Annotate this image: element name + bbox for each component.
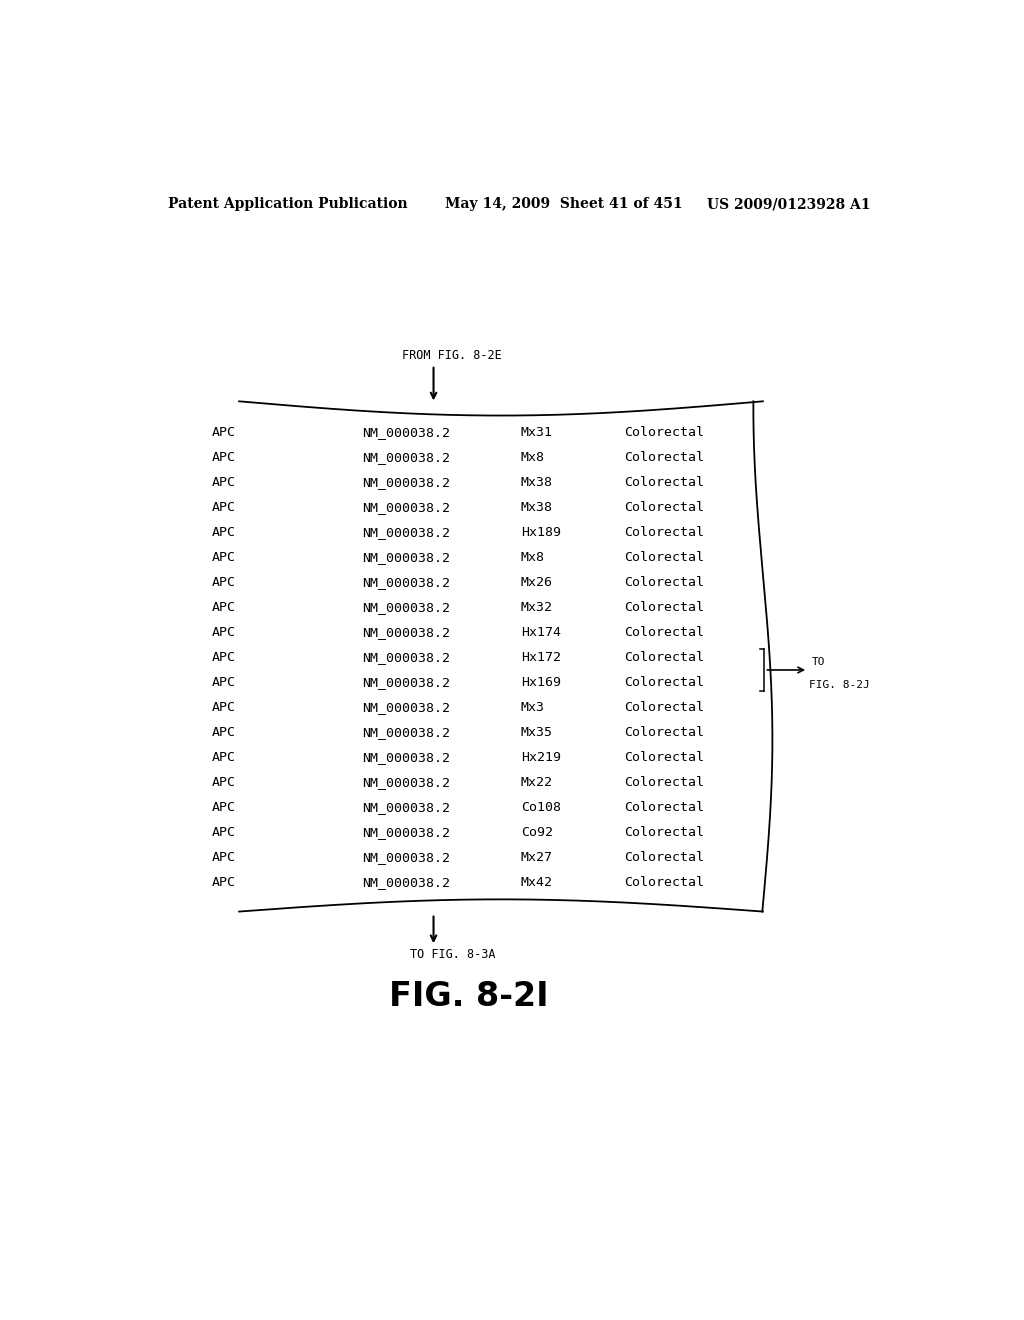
Text: NM_000038.2: NM_000038.2 <box>362 701 451 714</box>
Text: NM_000038.2: NM_000038.2 <box>362 676 451 689</box>
Text: Colorectal: Colorectal <box>624 425 705 438</box>
Text: APC: APC <box>211 776 236 789</box>
Text: Mx32: Mx32 <box>521 601 553 614</box>
Text: APC: APC <box>211 801 236 814</box>
Text: NM_000038.2: NM_000038.2 <box>362 651 451 664</box>
Text: Patent Application Publication: Patent Application Publication <box>168 197 408 211</box>
Text: APC: APC <box>211 726 236 739</box>
Text: Hx169: Hx169 <box>521 676 561 689</box>
Text: NM_000038.2: NM_000038.2 <box>362 776 451 789</box>
Text: Colorectal: Colorectal <box>624 701 705 714</box>
Text: Colorectal: Colorectal <box>624 550 705 564</box>
Text: Mx8: Mx8 <box>521 550 545 564</box>
Text: NM_000038.2: NM_000038.2 <box>362 500 451 513</box>
Text: NM_000038.2: NM_000038.2 <box>362 450 451 463</box>
Text: Co108: Co108 <box>521 801 561 814</box>
Text: Hx174: Hx174 <box>521 626 561 639</box>
Text: Colorectal: Colorectal <box>624 726 705 739</box>
Text: APC: APC <box>211 676 236 689</box>
Text: Mx22: Mx22 <box>521 776 553 789</box>
Text: FIG. 8-2J: FIG. 8-2J <box>809 680 869 690</box>
Text: APC: APC <box>211 425 236 438</box>
Text: Mx31: Mx31 <box>521 425 553 438</box>
Text: APC: APC <box>211 525 236 539</box>
Text: APC: APC <box>211 475 236 488</box>
Text: Mx26: Mx26 <box>521 576 553 589</box>
Text: US 2009/0123928 A1: US 2009/0123928 A1 <box>708 197 870 211</box>
Text: NM_000038.2: NM_000038.2 <box>362 826 451 840</box>
Text: Mx35: Mx35 <box>521 726 553 739</box>
Text: APC: APC <box>211 826 236 840</box>
Text: Co92: Co92 <box>521 826 553 840</box>
Text: FIG. 8-2I: FIG. 8-2I <box>389 981 549 1014</box>
Text: Colorectal: Colorectal <box>624 826 705 840</box>
Text: NM_000038.2: NM_000038.2 <box>362 475 451 488</box>
Text: TO: TO <box>812 657 825 667</box>
Text: Mx42: Mx42 <box>521 876 553 890</box>
Text: Hx219: Hx219 <box>521 751 561 764</box>
Text: NM_000038.2: NM_000038.2 <box>362 851 451 865</box>
Text: May 14, 2009  Sheet 41 of 451: May 14, 2009 Sheet 41 of 451 <box>445 197 683 211</box>
Text: Mx27: Mx27 <box>521 851 553 865</box>
Text: NM_000038.2: NM_000038.2 <box>362 525 451 539</box>
Text: Colorectal: Colorectal <box>624 776 705 789</box>
Text: Colorectal: Colorectal <box>624 500 705 513</box>
Text: Colorectal: Colorectal <box>624 751 705 764</box>
Text: Colorectal: Colorectal <box>624 576 705 589</box>
Text: Colorectal: Colorectal <box>624 475 705 488</box>
Text: APC: APC <box>211 851 236 865</box>
Text: TO FIG. 8-3A: TO FIG. 8-3A <box>410 948 496 961</box>
Text: NM_000038.2: NM_000038.2 <box>362 601 451 614</box>
Text: APC: APC <box>211 450 236 463</box>
Text: Colorectal: Colorectal <box>624 876 705 890</box>
Text: APC: APC <box>211 701 236 714</box>
Text: APC: APC <box>211 751 236 764</box>
Text: NM_000038.2: NM_000038.2 <box>362 576 451 589</box>
Text: Colorectal: Colorectal <box>624 676 705 689</box>
Text: Hx172: Hx172 <box>521 651 561 664</box>
Text: APC: APC <box>211 651 236 664</box>
Text: NM_000038.2: NM_000038.2 <box>362 626 451 639</box>
Text: APC: APC <box>211 550 236 564</box>
Text: Mx8: Mx8 <box>521 450 545 463</box>
Text: NM_000038.2: NM_000038.2 <box>362 751 451 764</box>
Text: Colorectal: Colorectal <box>624 450 705 463</box>
Text: Colorectal: Colorectal <box>624 651 705 664</box>
Text: Colorectal: Colorectal <box>624 626 705 639</box>
Text: APC: APC <box>211 576 236 589</box>
Text: NM_000038.2: NM_000038.2 <box>362 425 451 438</box>
Text: NM_000038.2: NM_000038.2 <box>362 876 451 890</box>
Text: APC: APC <box>211 601 236 614</box>
Text: Hx189: Hx189 <box>521 525 561 539</box>
Text: Mx3: Mx3 <box>521 701 545 714</box>
Text: FROM FIG. 8-2E: FROM FIG. 8-2E <box>401 348 502 362</box>
Text: NM_000038.2: NM_000038.2 <box>362 550 451 564</box>
Text: NM_000038.2: NM_000038.2 <box>362 726 451 739</box>
Text: NM_000038.2: NM_000038.2 <box>362 801 451 814</box>
Text: APC: APC <box>211 500 236 513</box>
Text: Colorectal: Colorectal <box>624 851 705 865</box>
Text: Colorectal: Colorectal <box>624 801 705 814</box>
Text: Colorectal: Colorectal <box>624 525 705 539</box>
Text: Colorectal: Colorectal <box>624 601 705 614</box>
Text: Mx38: Mx38 <box>521 475 553 488</box>
Text: APC: APC <box>211 876 236 890</box>
Text: APC: APC <box>211 626 236 639</box>
Text: Mx38: Mx38 <box>521 500 553 513</box>
